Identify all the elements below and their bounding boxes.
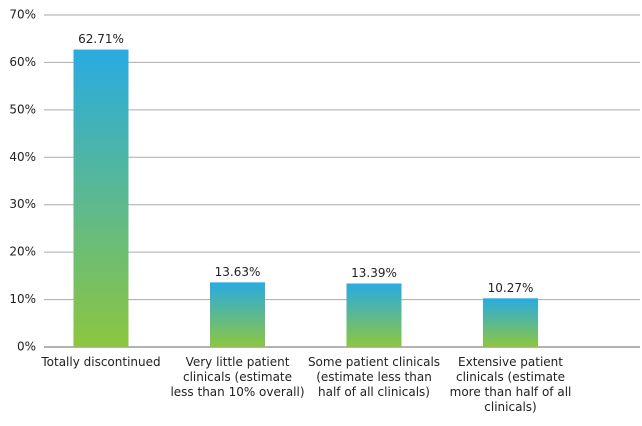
bar bbox=[73, 49, 129, 347]
y-tick-label: 20% bbox=[9, 245, 36, 259]
y-tick-label: 60% bbox=[9, 55, 36, 69]
value-label: 10.27% bbox=[488, 281, 534, 295]
y-tick-label: 50% bbox=[9, 102, 36, 116]
y-tick-label: 70% bbox=[9, 8, 36, 22]
y-tick-label: 40% bbox=[9, 150, 36, 164]
value-label: 13.63% bbox=[215, 265, 261, 279]
y-tick-label: 10% bbox=[9, 292, 36, 306]
value-label: 62.71% bbox=[78, 32, 124, 46]
x-tick-label: Some patient clinicals (estimate less th… bbox=[307, 355, 441, 399]
bar bbox=[210, 282, 265, 347]
y-tick-label: 0% bbox=[17, 340, 36, 354]
x-tick-label: Totally discontinued bbox=[41, 355, 161, 369]
x-tick-label: Very little patient clinicals (estimate … bbox=[170, 355, 305, 399]
bar bbox=[483, 298, 538, 347]
bar bbox=[346, 283, 402, 347]
y-tick-label: 30% bbox=[9, 197, 36, 211]
x-tick-label: Extensive patient clinicals (estimate mo… bbox=[449, 355, 572, 414]
value-label: 13.39% bbox=[351, 266, 397, 280]
